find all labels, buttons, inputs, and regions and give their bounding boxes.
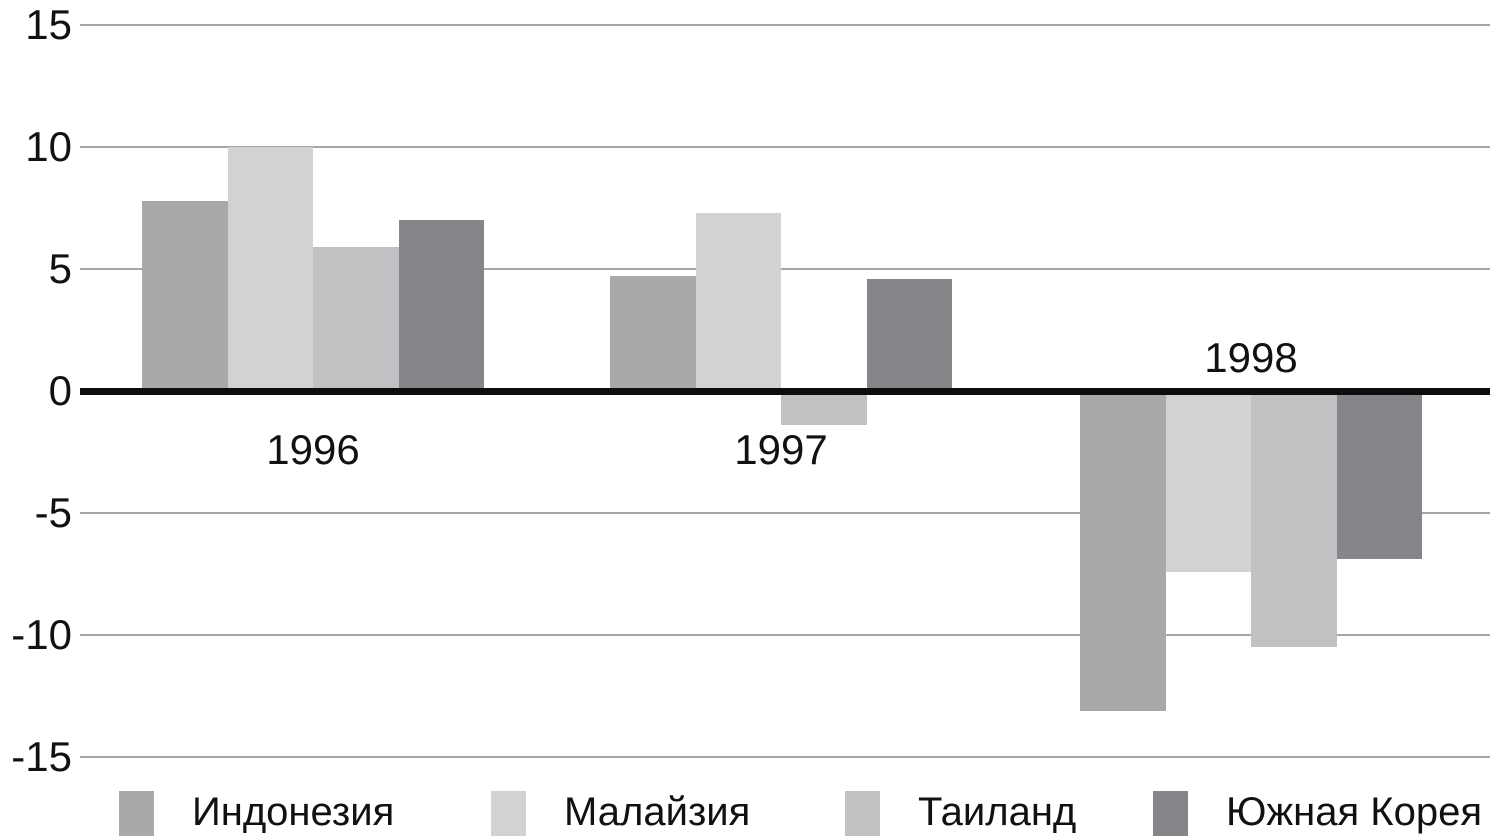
zero-axis-line <box>80 388 1490 395</box>
bar-1996-series-1 <box>228 147 313 391</box>
legend-item: Малайзия <box>491 786 750 838</box>
y-tick-label: -10 <box>11 611 72 658</box>
gridline <box>80 634 1490 636</box>
y-tick-label: 5 <box>48 245 72 292</box>
legend-label: Индонезия <box>192 790 395 834</box>
y-tick-label: -5 <box>34 489 72 536</box>
bar-1996-series-0 <box>142 201 228 391</box>
bar-1997-series-1 <box>696 213 781 391</box>
bar-1998-series-0 <box>1080 391 1166 711</box>
y-tick-label: -15 <box>11 733 72 780</box>
category-label-1996: 1996 <box>266 426 360 473</box>
gridline <box>80 24 1490 26</box>
legend-label: Южная Корея <box>1226 790 1482 834</box>
legend-label: Таиланд <box>918 790 1077 834</box>
y-tick-label: 10 <box>25 123 72 170</box>
bar-1998-series-3 <box>1337 391 1422 559</box>
bar-1997-series-3 <box>867 279 952 391</box>
legend-item: Индонезия <box>119 786 394 838</box>
legend-swatch <box>119 791 154 836</box>
legend-swatch <box>845 791 880 836</box>
bar-1997-series-2 <box>781 391 867 425</box>
legend-item: Южная Корея <box>1153 786 1482 838</box>
category-label-1997: 1997 <box>734 426 828 473</box>
y-tick-label: 0 <box>48 367 72 414</box>
gridline <box>80 512 1490 514</box>
gridline <box>80 146 1490 148</box>
bar-1996-series-3 <box>399 220 484 391</box>
legend-item: Таиланд <box>845 786 1076 838</box>
bar-1996-series-2 <box>313 247 399 391</box>
bar-1997-series-0 <box>610 276 696 391</box>
legend-label: Малайзия <box>564 790 751 834</box>
bar-1998-series-1 <box>1166 391 1251 572</box>
legend-swatch <box>491 791 526 836</box>
gridline <box>80 756 1490 758</box>
legend-swatch <box>1153 791 1188 836</box>
bar-1998-series-2 <box>1251 391 1337 647</box>
gridline <box>80 268 1490 270</box>
y-tick-label: 15 <box>25 1 72 48</box>
category-label-1998: 1998 <box>1204 334 1298 381</box>
